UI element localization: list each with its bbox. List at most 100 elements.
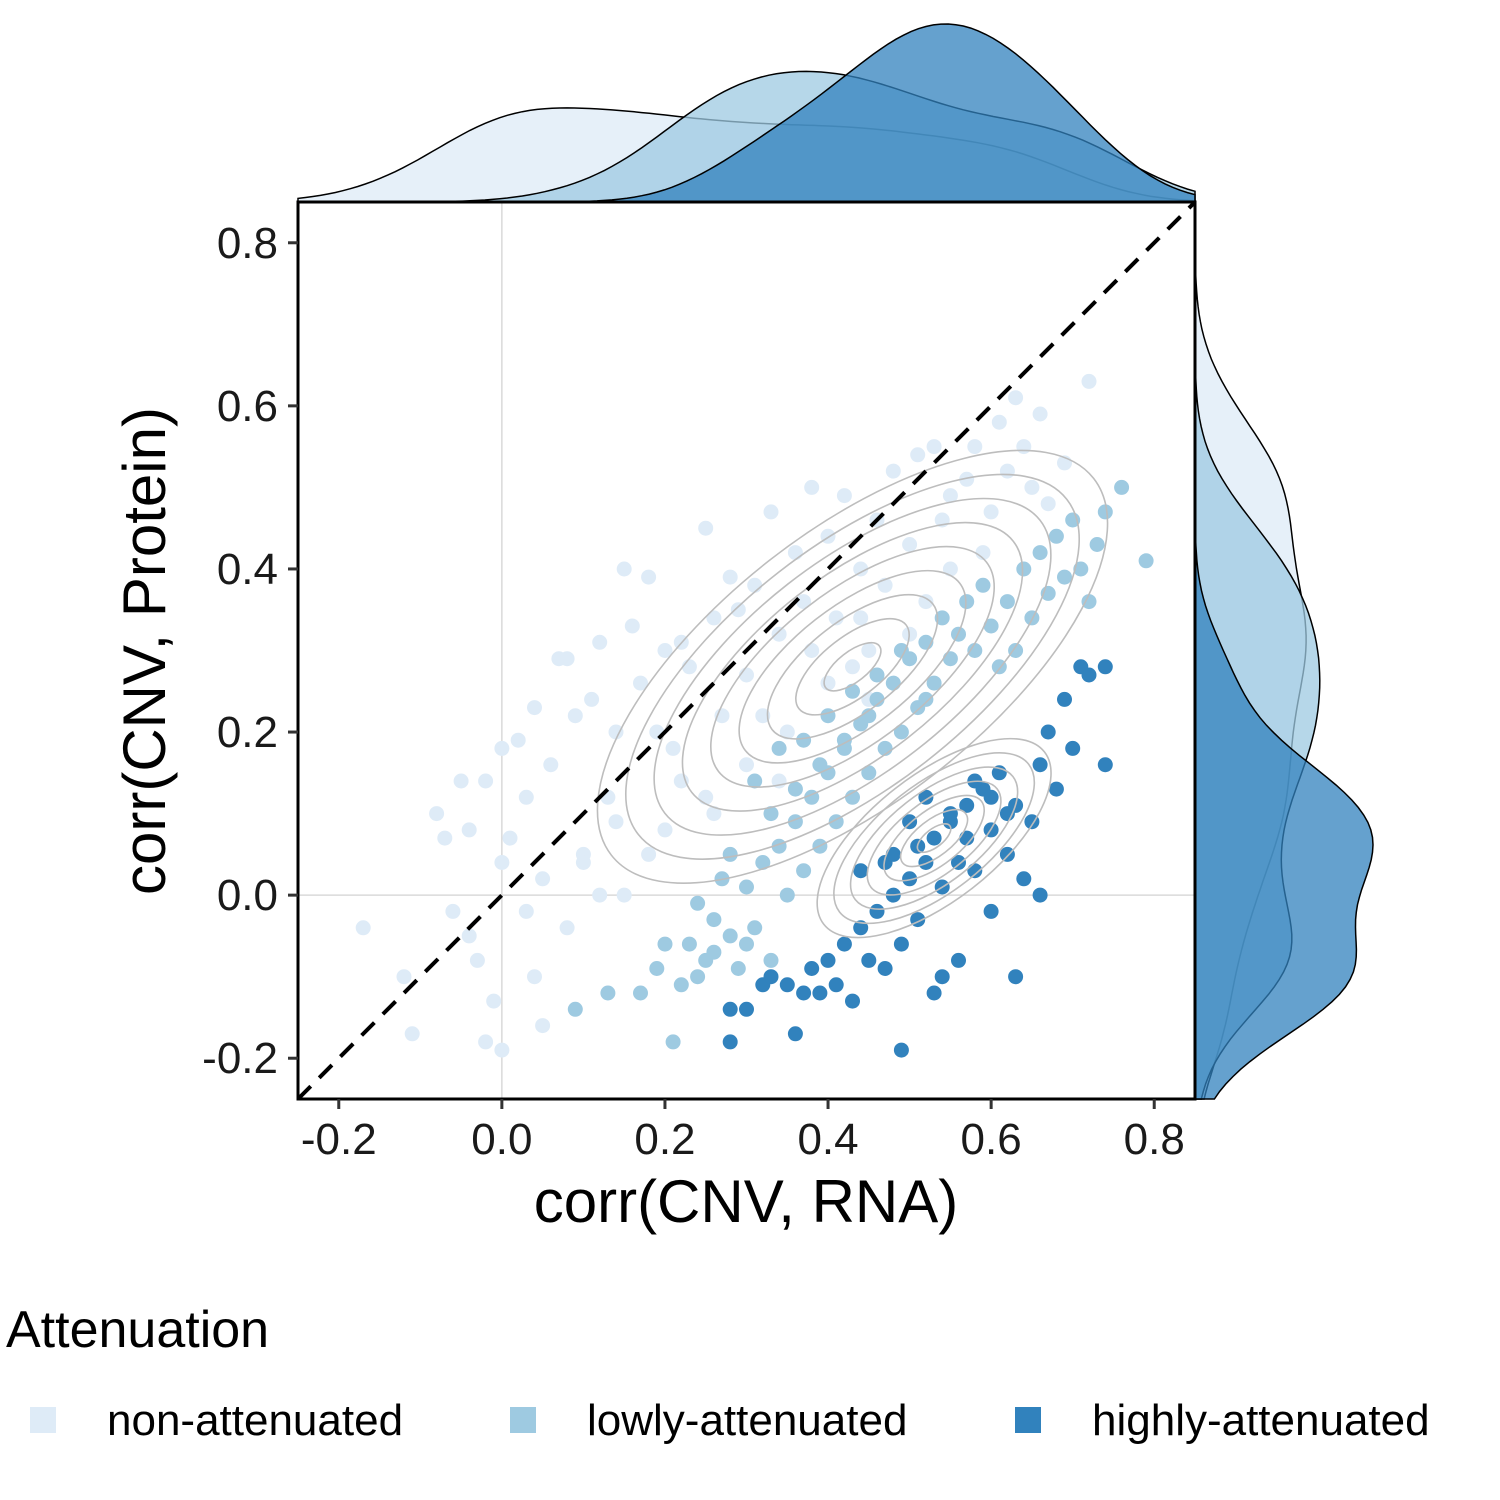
y-tick-label: -0.2 xyxy=(202,1034,278,1083)
point-highly-attenuated xyxy=(763,969,779,985)
point-non-attenuated xyxy=(698,520,714,536)
point-non-attenuated xyxy=(1016,439,1032,455)
contour-non-attenuated xyxy=(823,641,882,692)
point-highly-attenuated xyxy=(902,814,918,830)
point-lowly-attenuated xyxy=(861,708,877,724)
point-non-attenuated xyxy=(641,569,657,585)
point-lowly-attenuated xyxy=(918,691,934,707)
point-non-attenuated xyxy=(853,561,869,577)
point-lowly-attenuated xyxy=(1081,594,1097,610)
point-non-attenuated xyxy=(902,537,918,552)
point-non-attenuated xyxy=(885,463,901,479)
point-non-attenuated xyxy=(494,855,510,870)
point-non-attenuated xyxy=(665,740,681,756)
point-non-attenuated xyxy=(739,667,754,683)
x-tick-label: -0.2 xyxy=(301,1115,377,1164)
x-axis: -0.2 0.0 0.2 0.4 0.6 0.8 xyxy=(301,1099,1185,1164)
point-non-attenuated xyxy=(747,577,763,593)
point-non-attenuated xyxy=(861,643,877,658)
point-highly-attenuated xyxy=(1016,871,1032,887)
point-lowly-attenuated xyxy=(1057,569,1072,585)
legend-key-highly-attenuated xyxy=(1015,1407,1041,1433)
point-non-attenuated xyxy=(429,806,445,822)
point-lowly-attenuated xyxy=(649,961,665,976)
point-non-attenuated xyxy=(494,1042,510,1058)
point-lowly-attenuated xyxy=(722,846,738,862)
point-lowly-attenuated xyxy=(967,643,983,658)
point-non-attenuated xyxy=(559,651,575,667)
point-non-attenuated xyxy=(975,545,991,561)
point-non-attenuated xyxy=(959,471,975,487)
point-lowly-attenuated xyxy=(1089,537,1105,552)
contour-non-attenuated xyxy=(653,497,1052,836)
point-non-attenuated xyxy=(722,569,738,585)
point-highly-attenuated xyxy=(853,863,869,879)
point-highly-attenuated xyxy=(902,871,918,887)
legend-title: Attenuation xyxy=(6,1301,269,1359)
panel-border xyxy=(296,200,1197,1101)
point-non-attenuated xyxy=(478,1034,494,1050)
point-non-attenuated xyxy=(486,993,502,1009)
legend-key-non-attenuated xyxy=(30,1407,56,1433)
contour-non-attenuated xyxy=(795,617,910,716)
point-lowly-attenuated xyxy=(845,683,860,699)
point-non-attenuated xyxy=(1032,406,1048,422)
point-lowly-attenuated xyxy=(567,1001,583,1017)
point-lowly-attenuated xyxy=(755,855,771,870)
point-lowly-attenuated xyxy=(796,863,812,879)
contour-highly-attenuated xyxy=(899,808,969,868)
point-non-attenuated xyxy=(608,724,624,740)
point-lowly-attenuated xyxy=(893,724,909,740)
series-highly-attenuated xyxy=(722,659,1113,1058)
point-highly-attenuated xyxy=(804,961,820,976)
point-highly-attenuated xyxy=(869,903,885,919)
point-highly-attenuated xyxy=(942,806,958,822)
point-non-attenuated xyxy=(942,561,958,577)
point-highly-attenuated xyxy=(893,936,909,952)
x-tick-label: 0.8 xyxy=(1124,1115,1185,1164)
contour-highly-attenuated xyxy=(866,780,1002,896)
x-tick-label: 0.6 xyxy=(961,1115,1022,1164)
point-highly-attenuated xyxy=(951,855,966,870)
point-non-attenuated xyxy=(461,822,477,838)
point-non-attenuated xyxy=(942,488,958,504)
point-lowly-attenuated xyxy=(983,618,999,634)
point-non-attenuated xyxy=(527,969,542,985)
point-non-attenuated xyxy=(739,757,754,773)
point-highly-attenuated xyxy=(1065,740,1081,756)
point-lowly-attenuated xyxy=(771,740,787,756)
legend-key-lowly-attenuated xyxy=(510,1407,536,1433)
point-lowly-attenuated xyxy=(1048,528,1064,544)
point-non-attenuated xyxy=(535,871,551,887)
point-highly-attenuated xyxy=(820,952,836,968)
point-highly-attenuated xyxy=(959,797,975,813)
point-non-attenuated xyxy=(518,789,534,805)
point-highly-attenuated xyxy=(836,936,852,952)
point-lowly-attenuated xyxy=(665,1034,681,1050)
legend-label-highly-attenuated: highly-attenuated xyxy=(1092,1396,1430,1445)
x-axis-title: corr(CNV, RNA) xyxy=(534,1168,958,1235)
point-non-attenuated xyxy=(624,618,640,634)
point-lowly-attenuated xyxy=(1008,643,1024,658)
point-highly-attenuated xyxy=(779,977,795,993)
point-highly-attenuated xyxy=(812,985,828,1001)
point-non-attenuated xyxy=(828,610,844,626)
series-lowly-attenuated xyxy=(567,479,1154,1050)
point-highly-attenuated xyxy=(1057,691,1072,707)
contour-highly-attenuated xyxy=(849,766,1019,910)
point-non-attenuated xyxy=(804,479,820,495)
point-non-attenuated xyxy=(478,773,494,789)
point-lowly-attenuated xyxy=(600,985,616,1001)
point-lowly-attenuated xyxy=(820,708,836,724)
point-lowly-attenuated xyxy=(861,765,877,781)
point-highly-attenuated xyxy=(1040,724,1056,740)
point-non-attenuated xyxy=(437,830,453,846)
point-highly-attenuated xyxy=(926,830,942,846)
point-non-attenuated xyxy=(983,504,999,520)
point-non-attenuated xyxy=(910,447,926,463)
point-highly-attenuated xyxy=(853,920,869,936)
point-lowly-attenuated xyxy=(657,936,673,952)
point-non-attenuated xyxy=(592,634,608,650)
point-highly-attenuated xyxy=(926,985,942,1001)
